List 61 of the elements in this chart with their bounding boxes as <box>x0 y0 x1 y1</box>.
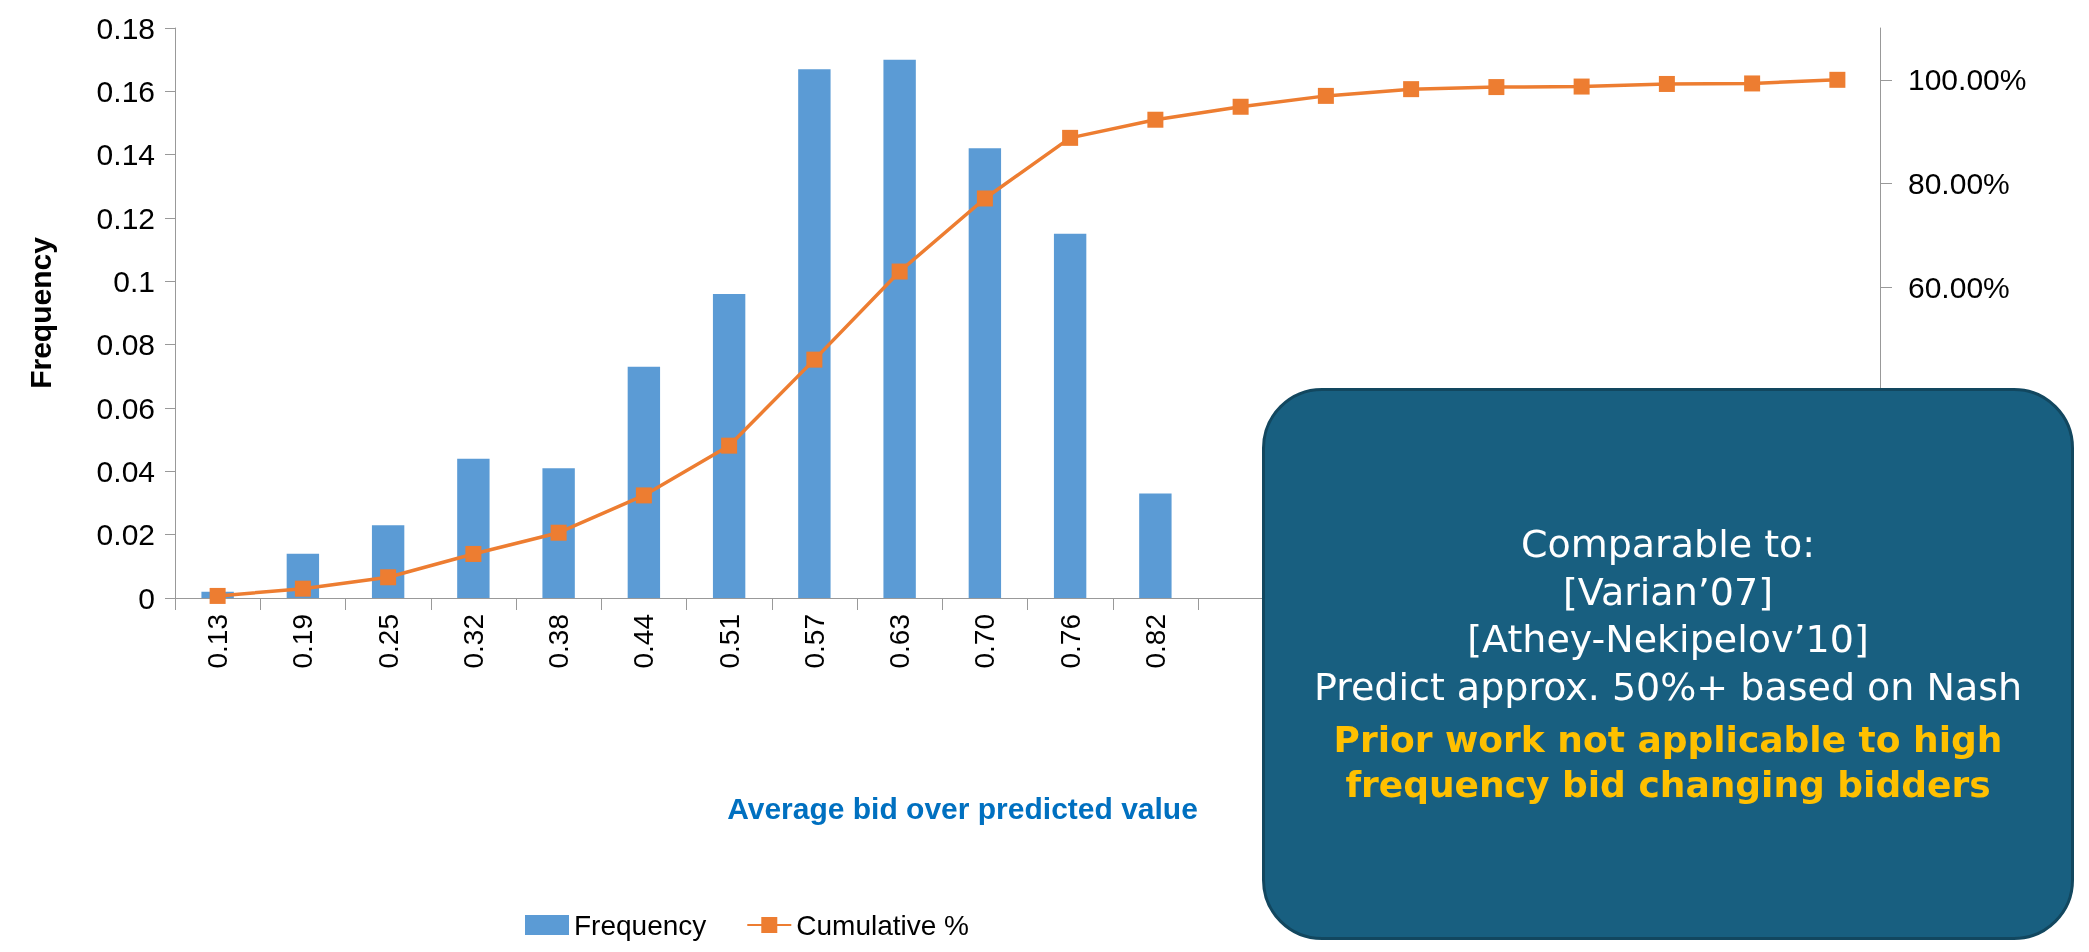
bar <box>1053 233 1087 598</box>
point <box>1488 79 1505 96</box>
bar <box>1139 493 1172 598</box>
legend-label: Frequency <box>574 909 707 941</box>
point <box>465 545 482 562</box>
x-tick-label: 0.57 <box>798 614 830 669</box>
y-tick-label: 0 <box>138 581 155 615</box>
x-tick-label: 0.70 <box>969 614 1001 669</box>
point <box>1573 78 1590 95</box>
point <box>1232 98 1249 115</box>
x-tick-label: 0.19 <box>287 614 319 669</box>
x-tick-label: 0.76 <box>1054 614 1086 669</box>
y-tick-label: 0.08 <box>96 328 155 362</box>
x-tick-label: 0.25 <box>372 614 404 669</box>
y2-tick-label: 100.00% <box>1908 63 2027 97</box>
bar <box>798 69 831 598</box>
point <box>806 351 823 368</box>
legend-label: Cumulative % <box>796 909 970 941</box>
point <box>1829 71 1846 88</box>
bar <box>542 468 575 598</box>
annotation: Comparable to: <box>1520 521 1816 568</box>
y-tick-label: 0.18 <box>96 11 155 45</box>
y2-tick-label: 60.00% <box>1908 270 2010 304</box>
y-tick-label: 0.04 <box>96 454 155 488</box>
x-tick-label: 0.38 <box>543 614 575 669</box>
point <box>1658 75 1675 92</box>
bar <box>968 148 1002 598</box>
x-axis-title: Average bid over predicted value <box>727 791 1198 825</box>
x-tick-label: 0.13 <box>202 614 234 669</box>
x-tick-label: 0.32 <box>457 614 489 669</box>
y-tick-label: 0.1 <box>113 264 155 298</box>
x-tick-label: 0.44 <box>628 614 660 669</box>
bar <box>883 59 916 598</box>
point <box>1403 81 1420 98</box>
point <box>721 437 738 454</box>
x-tick-label: 0.51 <box>713 614 745 669</box>
rounded-box: Comparable to: [Varian’07] [Athey-Nekipelov’10] Predict approx. 50%+ based on Nash Prior work not applicable to high frequency bid changing bidders <box>1262 388 2074 940</box>
x-tick-label: 0.82 <box>1139 614 1171 669</box>
point <box>891 263 908 280</box>
point <box>1062 129 1079 146</box>
point <box>294 580 311 597</box>
point <box>380 569 397 586</box>
y-tick-label: 0.02 <box>96 518 155 552</box>
point <box>550 524 567 541</box>
x-tick-label: 0.63 <box>884 614 916 669</box>
y2-tick-label: 80.00% <box>1908 166 2010 200</box>
point <box>1744 75 1761 92</box>
point <box>635 487 652 504</box>
y-tick-label: 0.16 <box>96 74 155 108</box>
y-tick-label: 0.12 <box>96 201 155 235</box>
y-tick-label: 0.06 <box>96 391 155 425</box>
annotation: [Varian’07] <box>1563 568 1773 616</box>
y-tick-label: 0.14 <box>96 138 155 172</box>
point <box>1147 111 1164 128</box>
point <box>209 587 226 604</box>
y-axis-title: Frequency <box>23 236 57 389</box>
bar <box>457 458 490 598</box>
point <box>1317 87 1334 104</box>
point <box>976 190 993 207</box>
bar <box>712 294 746 598</box>
bar <box>627 366 661 598</box>
